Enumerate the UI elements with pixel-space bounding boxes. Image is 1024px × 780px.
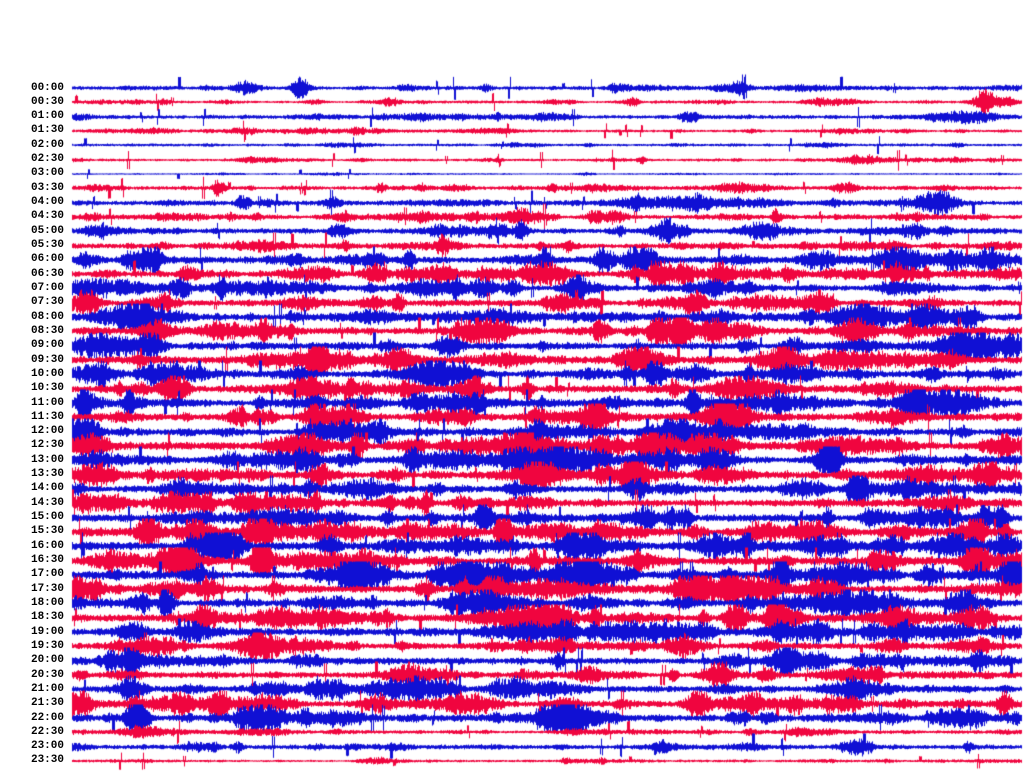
time-label: 15:00 [30,511,64,524]
time-label: 04:00 [30,196,64,209]
time-label: 03:30 [30,181,64,194]
time-label: 00:00 [30,81,64,94]
time-label: 08:30 [30,324,64,337]
time-label: 11:30 [30,410,64,423]
time-label: 23:30 [30,754,64,767]
time-label: 23:00 [30,740,64,753]
time-label: 00:30 [30,95,64,108]
time-label: 07:30 [30,296,64,309]
time-label: 19:00 [30,625,64,638]
time-label: 15:30 [30,525,64,538]
time-label: 14:30 [30,496,64,509]
time-label: 12:00 [30,425,64,438]
time-label: 05:00 [30,224,64,237]
time-label: 21:00 [30,682,64,695]
time-label: 22:00 [30,711,64,724]
time-label: 04:30 [30,210,64,223]
time-label: 19:30 [30,639,64,652]
time-label-column: 00:00 00:30 01:00 01:30 02:00 02:30 03:00 03:30… [0,0,66,780]
time-label: 03:00 [30,167,64,180]
time-label: 13:30 [30,468,64,481]
time-label: 17:00 [30,568,64,581]
time-label: 01:00 [30,110,64,123]
time-label: 09:30 [30,353,64,366]
time-label: 14:00 [30,482,64,495]
time-label: 06:30 [30,267,64,280]
time-label: 16:00 [30,539,64,552]
time-label: 01:30 [30,124,64,137]
time-label: 21:30 [30,697,64,710]
time-label: 07:00 [30,281,64,294]
time-label: 12:30 [30,439,64,452]
time-label: 20:00 [30,654,64,667]
time-label: 22:30 [30,725,64,738]
time-label: 06:00 [30,253,64,266]
time-label: 18:30 [30,611,64,624]
time-label: 10:00 [30,367,64,380]
time-label: 05:30 [30,239,64,251]
time-label: 17:30 [30,582,64,595]
time-label: 08:00 [30,310,64,323]
time-label: 02:00 [30,138,64,151]
time-label: 10:30 [30,382,64,395]
time-label: 16:30 [30,554,64,567]
time-label: 02:30 [30,153,64,166]
time-label: 13:00 [30,453,64,466]
time-label: 18:00 [30,596,64,609]
time-label: 20:30 [30,668,64,681]
time-label: 11:00 [30,396,64,409]
time-label: 09:00 [30,339,64,352]
